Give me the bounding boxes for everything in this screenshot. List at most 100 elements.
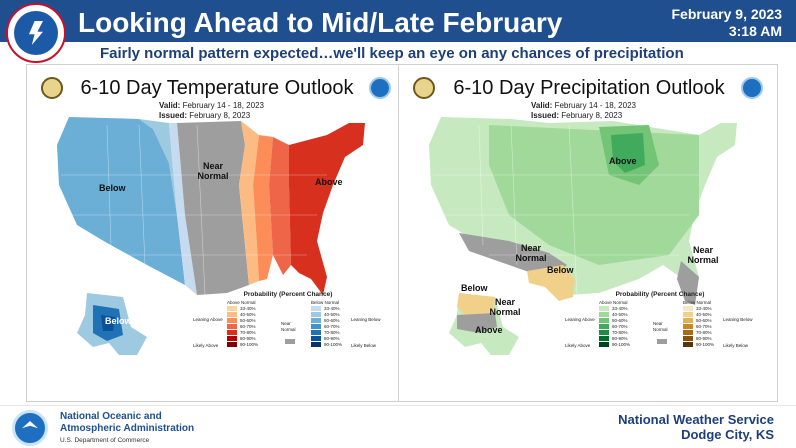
temp-above-range-label: 80-90% xyxy=(240,336,256,341)
precip-below-swatch xyxy=(683,306,693,311)
legend-near-normal-swatch xyxy=(285,339,295,344)
temp-above-range-label: 90-100% xyxy=(240,342,259,347)
temp-below-range-label: 60-70% xyxy=(324,324,340,329)
temp-below-swatch xyxy=(311,330,321,335)
precipitation-outlook-panel: 6-10 Day Precipitation Outlook Valid: Fe… xyxy=(398,64,778,402)
legend-title: Probability (Percent Chance) xyxy=(615,291,705,298)
temp-above-row: 50-60% xyxy=(227,318,258,324)
temp-below-row: 90-100% xyxy=(311,342,342,348)
org-line-1: National Oceanic and xyxy=(60,411,162,422)
label-below-texas: Below xyxy=(547,265,574,275)
precip-below-row: 40-50% xyxy=(683,312,714,318)
temperature-outlook-panel: 6-10 Day Temperature Outlook Valid: Febr… xyxy=(26,64,406,402)
precip-below-row: 70-80% xyxy=(683,330,714,336)
label-above-alaska: Above xyxy=(475,325,503,335)
precip-above-row: 90-100% xyxy=(599,342,630,348)
temp-below-swatch xyxy=(311,324,321,329)
doc-seal-icon xyxy=(413,77,435,99)
temp-above-swatch xyxy=(227,342,237,347)
legend-below-header: Below Normal xyxy=(683,300,712,305)
legend-leaning-above: Leaning Above xyxy=(565,317,595,322)
temp-below-row: 40-50% xyxy=(311,312,342,318)
precip-above-row: 70-80% xyxy=(599,330,630,336)
label-near-normal-alaska: Near Normal xyxy=(489,297,521,317)
precip-below-swatch xyxy=(683,336,693,341)
temp-below-row: 80-90% xyxy=(311,336,342,342)
time-text: 3:18 AM xyxy=(728,23,782,39)
header-bar: Looking Ahead to Mid/Late February Febru… xyxy=(0,0,796,42)
office-line-1: National Weather Service xyxy=(618,412,774,427)
temp-below-row: 33-40% xyxy=(311,306,342,312)
precip-above-swatch xyxy=(599,330,609,335)
legend-near-normal: Near Normal xyxy=(653,321,668,332)
noaa-logo-icon xyxy=(12,410,48,446)
temperature-legend: Probability (Percent Chance) Above Norma… xyxy=(193,291,383,348)
temp-above-row: 80-90% xyxy=(227,336,258,342)
precip-above-swatch xyxy=(599,306,609,311)
temp-below-range-label: 90-100% xyxy=(324,342,343,347)
temp-below-swatch xyxy=(311,318,321,323)
precip-above-range-label: 90-100% xyxy=(612,342,631,347)
precip-above-row: 33-40% xyxy=(599,306,630,312)
precip-below-range-label: 50-60% xyxy=(696,318,712,323)
precip-above-row: 80-90% xyxy=(599,336,630,342)
temp-below-range-label: 80-90% xyxy=(324,336,340,341)
precip-below-row: 80-90% xyxy=(683,336,714,342)
label-near-normal-plains: Near Normal xyxy=(515,243,547,263)
temp-above-range-label: 70-80% xyxy=(240,330,256,335)
precip-below-range-label: 33-40% xyxy=(696,306,712,311)
precip-below-swatch xyxy=(683,342,693,347)
precip-below-row: 50-60% xyxy=(683,318,714,324)
temperature-valid-info: Valid: February 14 - 18, 2023 Issued: Fe… xyxy=(159,101,264,121)
issued-label: Issued: xyxy=(159,111,188,120)
temp-above-range-label: 60-70% xyxy=(240,324,256,329)
issued-date: February 8, 2023 xyxy=(561,111,623,120)
temp-below-swatch xyxy=(311,306,321,311)
precip-below-swatch xyxy=(683,312,693,317)
temp-above-range-label: 33-40% xyxy=(240,306,256,311)
legend-likely-above: Likely Above xyxy=(193,343,219,348)
date-text: February 9, 2023 xyxy=(671,6,782,22)
precip-above-row: 60-70% xyxy=(599,324,630,330)
temp-below-range-label: 50-60% xyxy=(324,318,340,323)
office-line-2: Dodge City, KS xyxy=(681,427,774,442)
precip-below-row: 90-100% xyxy=(683,342,714,348)
doc-seal-icon xyxy=(41,77,63,99)
legend-leaning-below: Leaning Below xyxy=(351,317,381,322)
precip-above-range-label: 70-80% xyxy=(612,330,628,335)
precip-above-row: 50-60% xyxy=(599,318,630,324)
valid-dates: February 14 - 18, 2023 xyxy=(554,101,636,110)
precip-above-range-label: 60-70% xyxy=(612,324,628,329)
precip-above-row: 40-50% xyxy=(599,312,630,318)
temperature-panel-title: 6-10 Day Temperature Outlook xyxy=(80,77,354,99)
precip-below-range-label: 90-100% xyxy=(696,342,715,347)
temperature-map xyxy=(57,117,365,355)
valid-label: Valid: xyxy=(531,101,553,110)
temp-below-swatch xyxy=(311,312,321,317)
precip-above-range-label: 80-90% xyxy=(612,336,628,341)
temp-below-swatch xyxy=(311,336,321,341)
label-near-normal-southeast: Near Normal xyxy=(687,245,719,265)
legend-near-normal-swatch xyxy=(657,339,667,344)
legend-likely-below: Likely Below xyxy=(351,343,377,348)
temp-below-row: 60-70% xyxy=(311,324,342,330)
noaa-seal-icon xyxy=(741,77,763,99)
legend-leaning-below: Leaning Below xyxy=(723,317,753,322)
temp-above-row: 40-50% xyxy=(227,312,258,318)
legend-title: Probability (Percent Chance) xyxy=(243,291,333,298)
temp-above-row: 70-80% xyxy=(227,330,258,336)
temp-above-swatch xyxy=(227,306,237,311)
legend-below-header: Below Normal xyxy=(311,300,340,305)
precipitation-panel-title: 6-10 Day Precipitation Outlook xyxy=(453,77,725,99)
issued-date: February 8, 2023 xyxy=(189,111,251,120)
valid-dates: February 14 - 18, 2023 xyxy=(182,101,264,110)
temp-below-range-label: 70-80% xyxy=(324,330,340,335)
temp-below-range-label: 33-40% xyxy=(324,306,340,311)
precip-below-swatch xyxy=(683,324,693,329)
precipitation-valid-info: Valid: February 14 - 18, 2023 Issued: Fe… xyxy=(531,101,636,121)
precip-below-range-label: 60-70% xyxy=(696,324,712,329)
precip-below-swatch xyxy=(683,330,693,335)
label-below-west: Below xyxy=(99,183,126,193)
precip-below-range-label: 80-90% xyxy=(696,336,712,341)
noaa-org-name: National Oceanic and Atmospheric Adminis… xyxy=(60,411,194,447)
